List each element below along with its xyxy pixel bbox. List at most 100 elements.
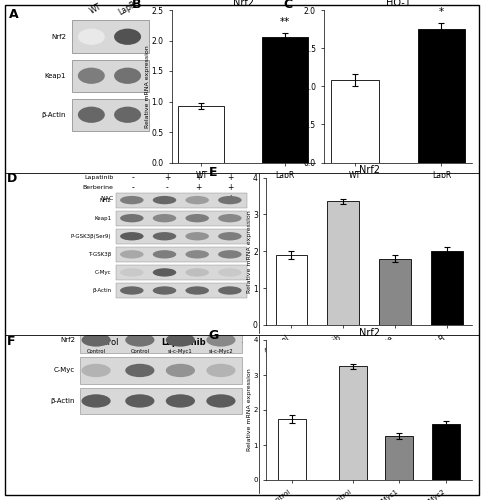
- Text: +: +: [195, 173, 202, 182]
- Ellipse shape: [166, 394, 195, 407]
- Ellipse shape: [120, 268, 144, 276]
- Ellipse shape: [78, 106, 105, 123]
- Bar: [418, 29, 465, 162]
- Text: F: F: [7, 335, 16, 348]
- FancyBboxPatch shape: [80, 357, 242, 384]
- Ellipse shape: [114, 28, 141, 45]
- Text: *: *: [439, 7, 444, 17]
- Text: Berberine: Berberine: [83, 185, 114, 190]
- Bar: [331, 80, 378, 162]
- Text: B: B: [132, 0, 141, 11]
- Title: HO-1: HO-1: [386, 0, 410, 8]
- Text: -: -: [166, 194, 168, 202]
- Ellipse shape: [120, 232, 144, 240]
- Ellipse shape: [185, 196, 209, 204]
- Text: Lapatinib: Lapatinib: [85, 175, 114, 180]
- Ellipse shape: [81, 394, 111, 407]
- Text: +: +: [195, 183, 202, 192]
- Text: si-c-Myc2: si-c-Myc2: [209, 348, 233, 354]
- Text: LapR: LapR: [116, 0, 137, 17]
- Ellipse shape: [185, 268, 209, 276]
- FancyBboxPatch shape: [116, 210, 247, 226]
- Text: Control: Control: [87, 348, 106, 354]
- Ellipse shape: [206, 364, 236, 377]
- Ellipse shape: [153, 250, 176, 258]
- Ellipse shape: [78, 28, 105, 45]
- Text: -: -: [132, 194, 135, 202]
- Ellipse shape: [218, 214, 242, 222]
- Title: Nrf2: Nrf2: [233, 0, 254, 8]
- Text: Nrf2: Nrf2: [51, 34, 66, 40]
- Y-axis label: Relative mRNA expression: Relative mRNA expression: [247, 368, 252, 452]
- Ellipse shape: [166, 364, 195, 377]
- Ellipse shape: [185, 232, 209, 240]
- Ellipse shape: [218, 286, 242, 294]
- Bar: [178, 106, 225, 162]
- Ellipse shape: [218, 268, 242, 276]
- Text: β-Actin: β-Actin: [92, 288, 111, 293]
- Ellipse shape: [120, 196, 144, 204]
- Ellipse shape: [218, 232, 242, 240]
- Text: +: +: [227, 183, 233, 192]
- FancyBboxPatch shape: [116, 265, 247, 280]
- Ellipse shape: [120, 250, 144, 258]
- Text: si-c-Myc1: si-c-Myc1: [168, 348, 193, 354]
- Text: G: G: [209, 329, 219, 342]
- Bar: [431, 251, 463, 325]
- Text: E: E: [209, 166, 217, 178]
- Ellipse shape: [153, 268, 176, 276]
- FancyBboxPatch shape: [80, 326, 242, 353]
- Ellipse shape: [81, 364, 111, 377]
- Text: -: -: [197, 194, 200, 202]
- Y-axis label: Relative mRNA expression: Relative mRNA expression: [145, 45, 150, 128]
- Text: WT: WT: [88, 2, 103, 16]
- Bar: [385, 436, 413, 480]
- Text: T-GSK3β: T-GSK3β: [88, 252, 111, 257]
- Ellipse shape: [114, 68, 141, 84]
- Text: +: +: [227, 173, 233, 182]
- FancyBboxPatch shape: [72, 98, 149, 131]
- Text: -: -: [166, 183, 168, 192]
- Ellipse shape: [120, 214, 144, 222]
- Text: Lapatinib: Lapatinib: [162, 338, 206, 347]
- FancyBboxPatch shape: [116, 228, 247, 244]
- Ellipse shape: [125, 364, 154, 377]
- Text: +: +: [164, 173, 170, 182]
- Ellipse shape: [153, 232, 176, 240]
- Bar: [275, 255, 307, 325]
- Text: -: -: [132, 183, 135, 192]
- Text: C-Myc: C-Myc: [54, 368, 75, 374]
- FancyBboxPatch shape: [116, 246, 247, 262]
- Ellipse shape: [166, 334, 195, 346]
- Ellipse shape: [114, 106, 141, 123]
- Text: P-GSK3β(Ser9): P-GSK3β(Ser9): [71, 234, 111, 239]
- Ellipse shape: [185, 214, 209, 222]
- Text: Nrf2: Nrf2: [99, 198, 111, 202]
- Ellipse shape: [206, 394, 236, 407]
- Ellipse shape: [125, 334, 154, 346]
- Ellipse shape: [125, 394, 154, 407]
- Text: β-Actin: β-Actin: [42, 112, 66, 117]
- Title: Nrf2: Nrf2: [359, 166, 379, 175]
- Ellipse shape: [120, 286, 144, 294]
- Ellipse shape: [218, 250, 242, 258]
- Text: Control: Control: [130, 348, 150, 354]
- Ellipse shape: [78, 68, 105, 84]
- Text: D: D: [7, 172, 17, 186]
- Text: C: C: [283, 0, 292, 11]
- FancyBboxPatch shape: [72, 20, 149, 53]
- Text: Keap1: Keap1: [94, 216, 111, 220]
- Ellipse shape: [185, 250, 209, 258]
- Text: **: **: [280, 17, 290, 27]
- FancyBboxPatch shape: [116, 283, 247, 298]
- Ellipse shape: [81, 334, 111, 346]
- Text: NAC: NAC: [101, 196, 114, 200]
- Ellipse shape: [206, 334, 236, 346]
- Ellipse shape: [153, 214, 176, 222]
- Bar: [339, 366, 367, 480]
- Text: -: -: [132, 173, 135, 182]
- Text: +: +: [227, 194, 233, 202]
- Ellipse shape: [218, 196, 242, 204]
- Bar: [328, 202, 359, 325]
- Text: β-Actin: β-Actin: [50, 398, 75, 404]
